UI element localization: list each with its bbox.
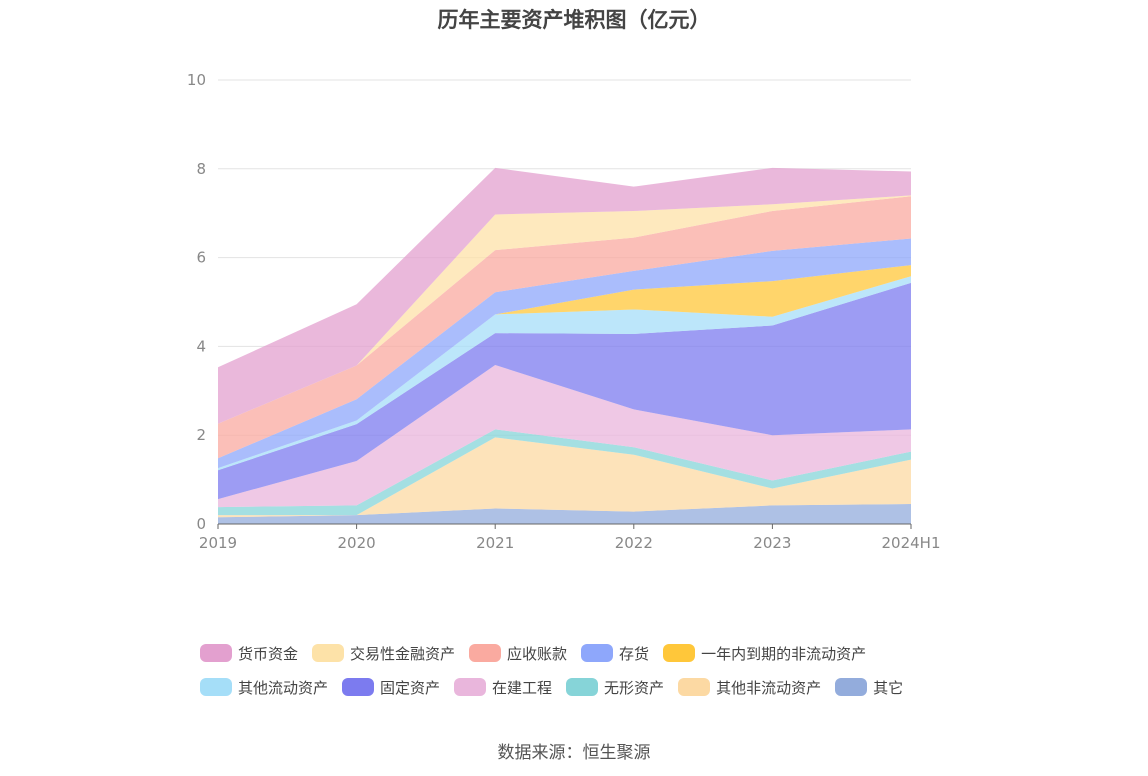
area-其他非流动资产: [218, 437, 911, 518]
y-tick-label: 2: [196, 426, 206, 444]
area-其它: [218, 504, 911, 524]
legend-label: 一年内到期的非流动资产: [701, 644, 867, 663]
area-固定资产: [218, 282, 911, 500]
legend-label: 其他流动资产: [238, 678, 329, 697]
legend-swatch: [312, 644, 345, 662]
y-tick-label: 6: [196, 249, 206, 267]
chart-title: 历年主要资产堆积图（亿元）: [437, 8, 711, 32]
legend-item[interactable]: 交易性金融资产: [312, 643, 455, 664]
legend-swatch: [835, 678, 868, 696]
legend-label: 其它: [873, 678, 904, 697]
axes: 0 2 4 6 8 10 2019 2020 2021 2022 2023 2024H1: [187, 71, 941, 552]
area-无形资产: [218, 429, 911, 516]
area-货币资金: [218, 167, 911, 424]
legend-item[interactable]: 一年内到期的非流动资产: [663, 643, 866, 664]
x-tick-label: 2022: [615, 534, 653, 552]
x-tick-label: 2020: [338, 534, 376, 552]
y-tick-label: 4: [196, 337, 206, 355]
area-一年内到期的非流动资产: [218, 265, 911, 469]
legend-swatch: [454, 678, 487, 696]
legend-item[interactable]: 其它: [835, 677, 903, 698]
legend-swatch: [566, 678, 599, 696]
legend-swatch: [663, 644, 696, 662]
area-在建工程: [218, 365, 911, 508]
data-source: 数据来源：恒生聚源: [497, 743, 651, 763]
area-其他流动资产: [218, 276, 911, 471]
area-series: [218, 167, 911, 524]
legend-label: 无形资产: [604, 678, 665, 697]
y-tick-label: 8: [196, 160, 206, 178]
legend-label: 货币资金: [238, 644, 299, 663]
legend-item[interactable]: 其他流动资产: [200, 677, 328, 698]
legend-swatch: [469, 644, 502, 662]
legend-swatch: [678, 678, 711, 696]
legend-item[interactable]: 无形资产: [566, 677, 664, 698]
legend-row: 其他流动资产 固定资产 在建工程 无形资产 其他非流动资产 其它: [200, 672, 1000, 702]
legend-swatch: [342, 678, 375, 696]
x-tick-label: 2024H1: [882, 534, 941, 552]
legend-item[interactable]: 在建工程: [454, 677, 552, 698]
legend-item[interactable]: 存货: [581, 643, 649, 664]
legend-item[interactable]: 其他非流动资产: [678, 677, 821, 698]
area-应收账款: [218, 196, 911, 459]
legend-swatch: [581, 644, 614, 662]
x-tick-label: 2019: [199, 534, 237, 552]
legend: 货币资金 交易性金融资产 应收账款 存货 一年内到期的非流动资产其他流动资产 固定资产 在建…: [200, 638, 1000, 706]
area-存货: [218, 238, 911, 469]
legend-label: 应收账款: [507, 644, 568, 663]
x-tick-label: 2021: [476, 534, 514, 552]
stacked-area-chart: 0 2 4 6 8 10 2019 2020 2021 2022 2023 2024H1: [187, 71, 941, 552]
y-tick-label: 0: [196, 515, 206, 533]
legend-item[interactable]: 货币资金: [200, 643, 298, 664]
legend-item[interactable]: 应收账款: [469, 643, 567, 664]
legend-label: 存货: [619, 644, 650, 663]
area-交易性金融资产: [218, 195, 911, 424]
legend-label: 交易性金融资产: [350, 644, 456, 663]
legend-swatch: [200, 678, 232, 696]
legend-swatch: [200, 644, 232, 662]
legend-label: 固定资产: [380, 678, 441, 697]
legend-label: 在建工程: [492, 678, 553, 697]
y-tick-label: 10: [187, 71, 206, 89]
legend-row: 货币资金 交易性金融资产 应收账款 存货 一年内到期的非流动资产: [200, 638, 1000, 668]
legend-item[interactable]: 固定资产: [342, 677, 440, 698]
x-tick-label: 2023: [753, 534, 791, 552]
legend-label: 其他非流动资产: [716, 678, 822, 697]
